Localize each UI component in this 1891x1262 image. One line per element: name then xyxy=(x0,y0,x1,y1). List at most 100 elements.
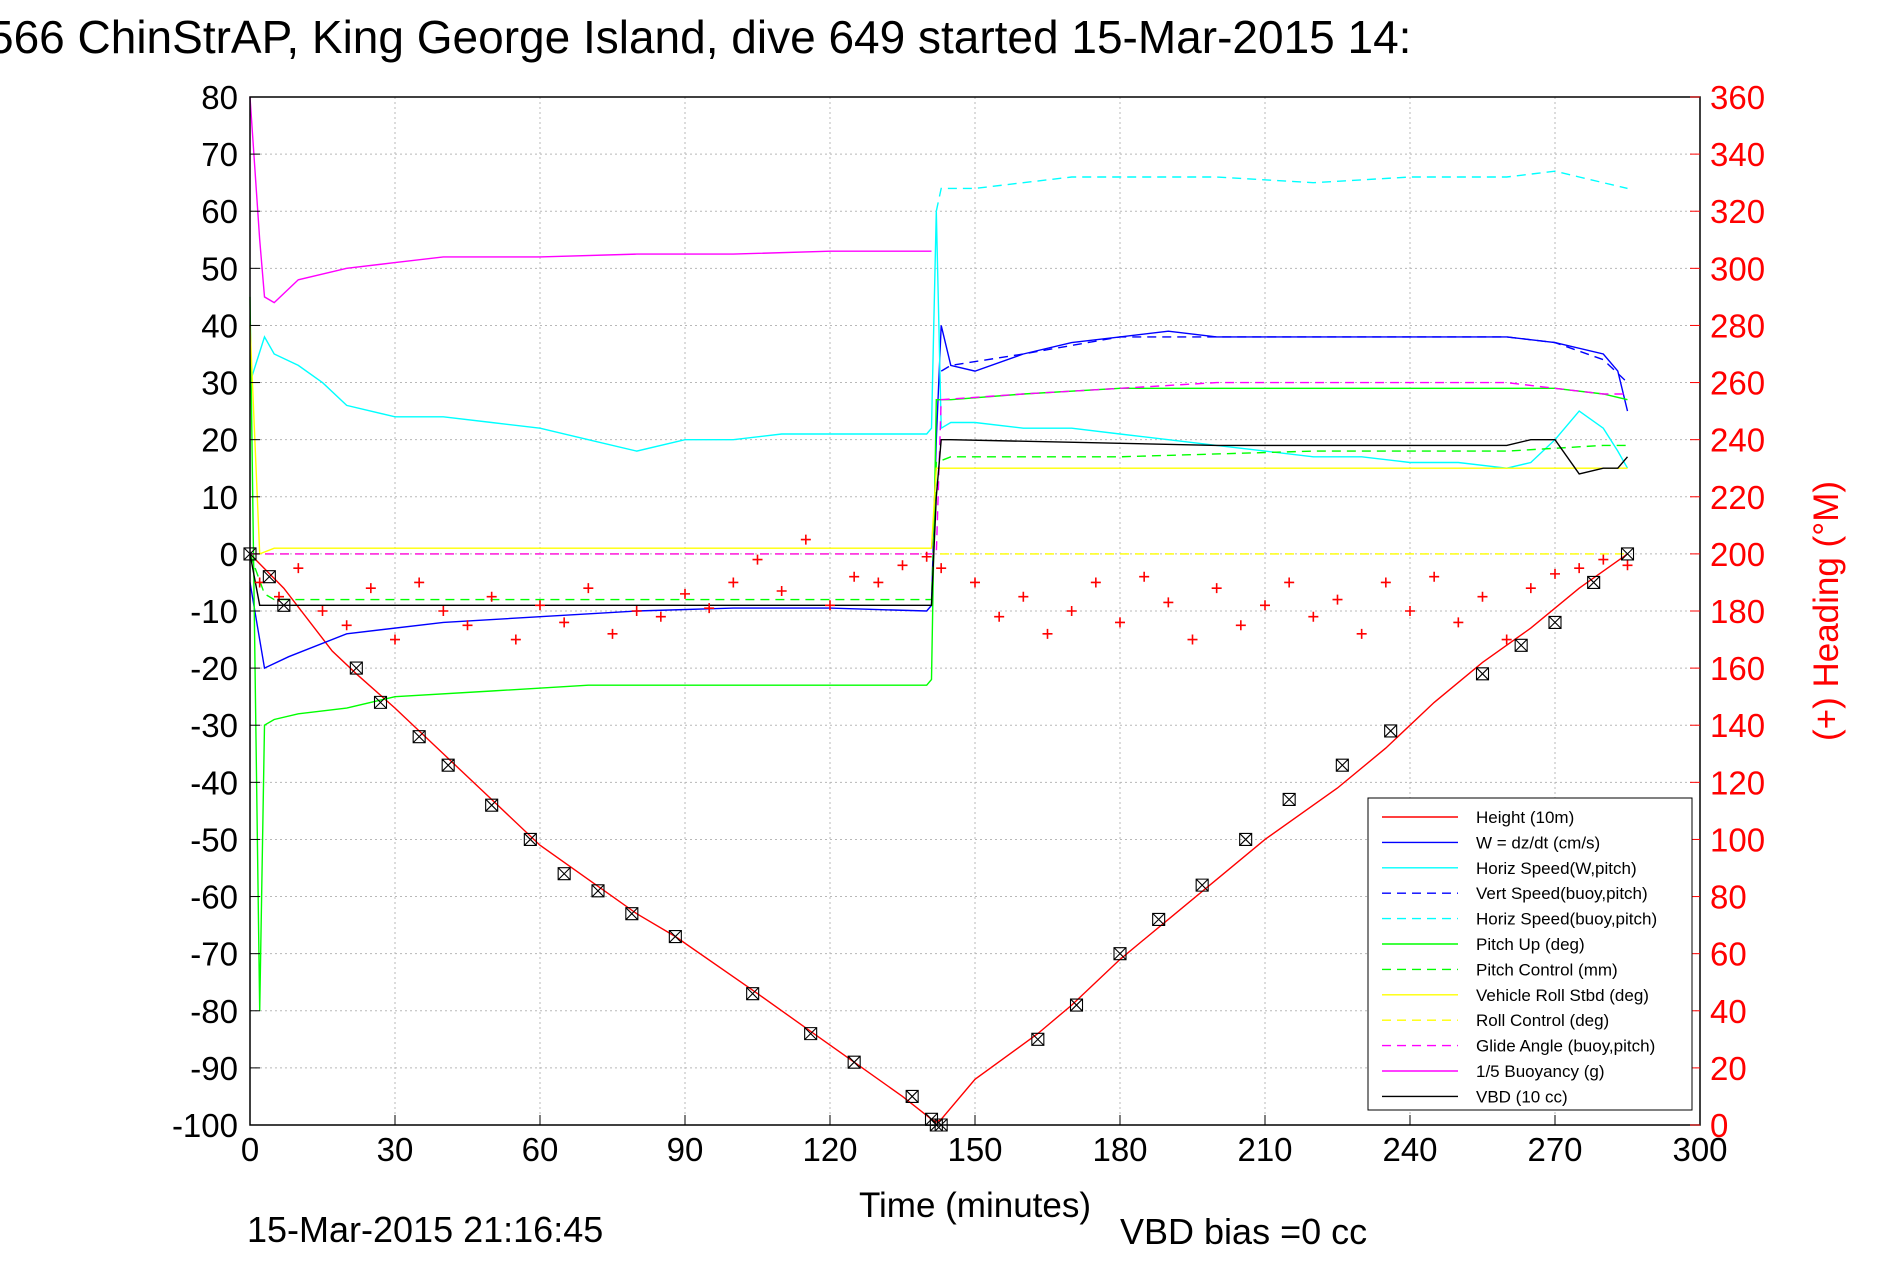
y-tick-labels: 80 70 60 50 40 30 20 10 0 -10 -20 -30 -40 -50 -60 -70 -8… xyxy=(172,79,260,1144)
heading-point xyxy=(1187,634,1198,645)
y-tick-label: 30 xyxy=(201,365,238,402)
series-line-3 xyxy=(940,336,1628,384)
heading-point xyxy=(631,606,642,616)
sample-marker xyxy=(1514,638,1528,652)
sample-marker xyxy=(1152,912,1166,926)
y2-tick-label: 180 xyxy=(1710,593,1765,630)
heading-point xyxy=(1501,634,1512,645)
heading-markers xyxy=(254,534,1633,645)
sample-marker xyxy=(1195,878,1209,892)
sample-marker xyxy=(1620,547,1635,561)
heading-point xyxy=(921,551,932,562)
y-tick-label: -10 xyxy=(190,593,238,630)
series-line-7 xyxy=(249,325,1628,555)
legend-box xyxy=(1367,797,1693,1111)
chart-title: 566 ChinStrAP, King George Island, dive … xyxy=(0,11,1411,63)
heading-point xyxy=(776,586,787,597)
x-tick-label: 180 xyxy=(1092,1131,1147,1168)
legend-label: Vehicle Roll Stbd (deg) xyxy=(1476,986,1649,1005)
heading-point xyxy=(559,617,570,628)
sample-marker xyxy=(847,1055,861,1069)
heading-point xyxy=(728,577,739,588)
legend-label: Horiz Speed(W,pitch) xyxy=(1476,859,1637,878)
heading-point xyxy=(704,603,715,614)
y2-tick-label: 160 xyxy=(1710,650,1765,687)
legend-label: Pitch Control (mm) xyxy=(1476,960,1618,979)
heading-point xyxy=(1622,560,1633,571)
y-tick-label: -30 xyxy=(190,707,238,744)
legend-label: Pitch Up (deg) xyxy=(1476,935,1585,954)
heading-point xyxy=(341,620,352,631)
heading-point xyxy=(1260,600,1270,611)
y2-axis-label: (+) Heading (°M) xyxy=(1807,481,1846,741)
y-tick-label: 50 xyxy=(201,250,238,287)
y2-tick-label: 100 xyxy=(1710,821,1765,858)
y2-tick-label: 200 xyxy=(1710,536,1765,573)
y2-tick-label: 0 xyxy=(1710,1107,1728,1144)
sample-marker xyxy=(441,758,455,772)
y2-tick-label: 140 xyxy=(1710,707,1765,744)
y-tick-label: -100 xyxy=(172,1107,238,1144)
legend-label: Roll Control (deg) xyxy=(1476,1011,1609,1030)
heading-point xyxy=(970,577,980,588)
y-tick-label: 60 xyxy=(201,193,238,230)
y2-tick-label: 60 xyxy=(1710,936,1747,973)
y-tick-label: -90 xyxy=(190,1050,238,1087)
y2-tick-label: 20 xyxy=(1710,1050,1747,1087)
legend-label: Vert Speed(buoy,pitch) xyxy=(1476,884,1648,903)
series-line-5 xyxy=(249,296,1628,1011)
y2-tick-labels: 3603403203002802602402202001801601401201… xyxy=(1690,79,1765,1144)
sample-marker xyxy=(373,695,388,709)
sample-marker xyxy=(557,867,571,881)
series-line-4 xyxy=(935,170,1628,212)
heading-point xyxy=(1574,563,1585,574)
sample-marker xyxy=(668,929,682,944)
x-tick-label: 210 xyxy=(1237,1131,1292,1168)
y-tick-label: -60 xyxy=(190,879,238,916)
x-tick-label: 120 xyxy=(802,1131,857,1168)
legend-label: Glide Angle (buoy,pitch) xyxy=(1476,1037,1655,1056)
heading-point xyxy=(462,620,473,631)
heading-point xyxy=(1380,577,1391,588)
y2-tick-label: 360 xyxy=(1710,79,1765,116)
sample-marker xyxy=(262,570,276,584)
y2-tick-label: 260 xyxy=(1710,365,1765,402)
sample-marker xyxy=(485,798,499,812)
sample-marker xyxy=(277,598,291,612)
y-tick-label: 40 xyxy=(201,307,238,344)
series-line-2 xyxy=(249,211,1629,469)
heading-point xyxy=(655,611,666,622)
heading-point xyxy=(873,577,884,588)
heading-point xyxy=(800,534,811,545)
y2-tick-label: 240 xyxy=(1710,422,1765,459)
series-line-9 xyxy=(250,381,1628,555)
heading-point xyxy=(535,600,545,611)
heading-point xyxy=(1018,591,1029,602)
heading-point xyxy=(1235,620,1246,631)
legend-label: W = dz/dt (cm/s) xyxy=(1476,833,1600,852)
sample-marker xyxy=(1282,792,1296,807)
y-tick-label: -20 xyxy=(190,650,238,687)
heading-point xyxy=(994,611,1005,622)
heading-point xyxy=(1525,583,1536,594)
heading-point xyxy=(1356,628,1367,639)
heading-point xyxy=(752,554,763,565)
y-tick-label: 70 xyxy=(201,136,238,173)
legend-label: Horiz Speed(buoy,pitch) xyxy=(1476,910,1657,929)
heading-point xyxy=(1211,583,1222,594)
heading-point xyxy=(849,571,860,582)
heading-point xyxy=(1115,617,1125,628)
heading-point xyxy=(1139,571,1150,582)
heading-point xyxy=(1598,554,1609,565)
y2-tick-label: 320 xyxy=(1710,193,1765,230)
y-tick-label: 10 xyxy=(201,479,238,516)
heading-point xyxy=(317,606,328,616)
y-tick-label: 80 xyxy=(201,79,238,116)
heading-point xyxy=(1163,597,1174,608)
y2-tick-label: 40 xyxy=(1710,993,1747,1030)
series-line-10 xyxy=(249,96,932,304)
heading-point xyxy=(583,583,594,594)
x-tick-label: 240 xyxy=(1382,1131,1437,1168)
sample-marker xyxy=(1587,575,1601,589)
